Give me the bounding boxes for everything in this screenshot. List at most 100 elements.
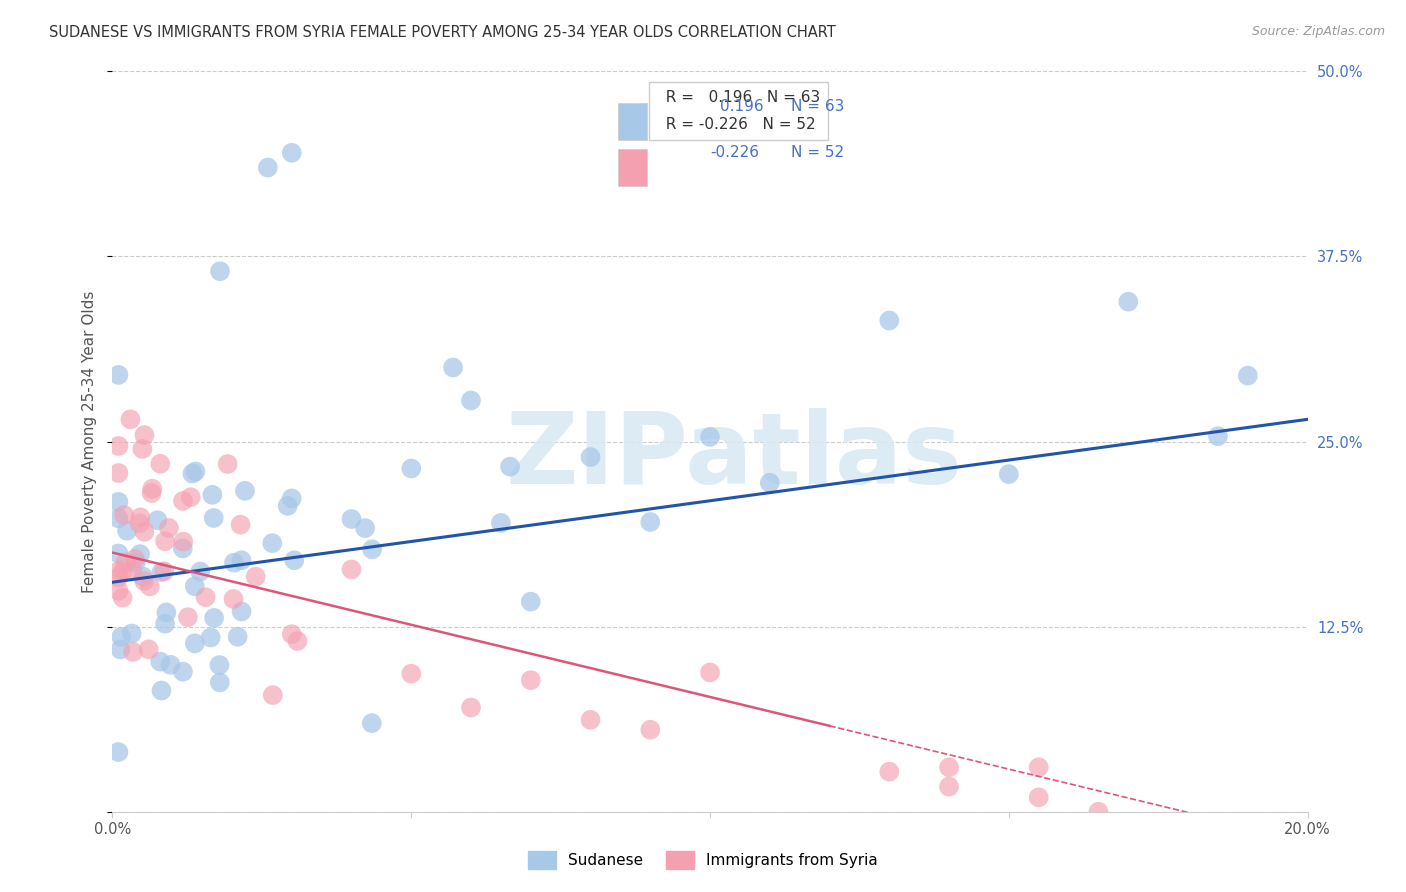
- Point: [231, 605, 253, 619]
- Point: [131, 442, 153, 456]
- Point: [177, 610, 200, 624]
- Point: [277, 499, 299, 513]
- Text: N = 52: N = 52: [792, 145, 845, 161]
- Point: [879, 764, 901, 779]
- Text: SUDANESE VS IMMIGRANTS FROM SYRIA FEMALE POVERTY AMONG 25-34 YEAR OLDS CORRELATI: SUDANESE VS IMMIGRANTS FROM SYRIA FEMALE…: [49, 25, 837, 40]
- Point: [121, 626, 143, 640]
- Point: [257, 161, 280, 175]
- Point: [141, 486, 163, 500]
- Point: [111, 591, 134, 605]
- Point: [640, 515, 662, 529]
- Point: [208, 675, 231, 690]
- Point: [107, 564, 129, 578]
- Point: [150, 565, 173, 579]
- Point: [460, 393, 482, 408]
- Point: [180, 490, 202, 504]
- Point: [1206, 429, 1229, 443]
- Text: Source: ZipAtlas.com: Source: ZipAtlas.com: [1251, 25, 1385, 38]
- Point: [579, 450, 602, 464]
- Point: [245, 569, 267, 583]
- Point: [208, 658, 231, 673]
- Point: [281, 627, 304, 641]
- Point: [112, 564, 135, 578]
- Point: [287, 634, 309, 648]
- Point: [233, 483, 256, 498]
- Point: [149, 457, 172, 471]
- Point: [134, 574, 156, 588]
- Point: [699, 430, 721, 444]
- Point: [340, 562, 363, 576]
- Point: [520, 673, 543, 687]
- Point: [938, 780, 960, 794]
- Point: [155, 606, 177, 620]
- Point: [201, 488, 224, 502]
- Point: [1237, 368, 1260, 383]
- Point: [938, 760, 960, 774]
- Point: [202, 511, 225, 525]
- Point: [107, 511, 129, 525]
- Text: 0.196: 0.196: [720, 99, 763, 114]
- Point: [125, 556, 148, 570]
- Point: [360, 716, 382, 731]
- Point: [107, 466, 129, 480]
- Point: [134, 428, 156, 442]
- Point: [184, 579, 207, 593]
- Point: [281, 491, 304, 506]
- Point: [114, 555, 136, 569]
- Point: [262, 536, 284, 550]
- Point: [149, 655, 172, 669]
- Point: [1028, 760, 1050, 774]
- Point: [998, 467, 1021, 482]
- Point: [107, 368, 129, 382]
- Point: [153, 616, 176, 631]
- Point: [354, 521, 377, 535]
- Point: [132, 569, 155, 583]
- Point: [879, 313, 901, 327]
- Point: [107, 583, 129, 598]
- Point: [699, 665, 721, 680]
- FancyBboxPatch shape: [619, 103, 647, 140]
- Point: [460, 700, 482, 714]
- Point: [361, 542, 384, 557]
- Point: [401, 461, 423, 475]
- Point: [283, 553, 305, 567]
- Point: [759, 475, 782, 490]
- Text: ZIPatlas: ZIPatlas: [506, 408, 962, 505]
- Point: [153, 534, 176, 549]
- Point: [110, 642, 132, 657]
- Point: [231, 553, 253, 567]
- Point: [217, 457, 239, 471]
- Point: [120, 412, 142, 426]
- Point: [172, 534, 194, 549]
- Text: -0.226: -0.226: [710, 145, 759, 161]
- Point: [499, 459, 522, 474]
- Point: [222, 556, 245, 570]
- Text: R =   0.196   N = 63
  R = -0.226   N = 52: R = 0.196 N = 63 R = -0.226 N = 52: [657, 90, 821, 132]
- Y-axis label: Female Poverty Among 25-34 Year Olds: Female Poverty Among 25-34 Year Olds: [82, 291, 97, 592]
- Point: [153, 564, 176, 578]
- Point: [129, 547, 152, 561]
- Point: [172, 494, 194, 508]
- Point: [124, 552, 146, 566]
- Point: [110, 630, 132, 644]
- Point: [181, 467, 204, 481]
- Point: [184, 465, 207, 479]
- Point: [194, 590, 217, 604]
- Point: [340, 512, 363, 526]
- Point: [115, 524, 138, 538]
- Point: [209, 264, 232, 278]
- Legend: Sudanese, Immigrants from Syria: Sudanese, Immigrants from Syria: [522, 845, 884, 875]
- Point: [520, 594, 543, 608]
- Point: [150, 683, 173, 698]
- Point: [202, 611, 225, 625]
- Point: [146, 513, 169, 527]
- Point: [157, 521, 180, 535]
- Point: [226, 630, 249, 644]
- Point: [107, 495, 129, 509]
- Point: [1087, 805, 1109, 819]
- Text: N = 63: N = 63: [792, 99, 845, 114]
- FancyBboxPatch shape: [619, 149, 647, 186]
- Point: [1028, 790, 1050, 805]
- Point: [112, 508, 135, 522]
- Point: [222, 591, 245, 606]
